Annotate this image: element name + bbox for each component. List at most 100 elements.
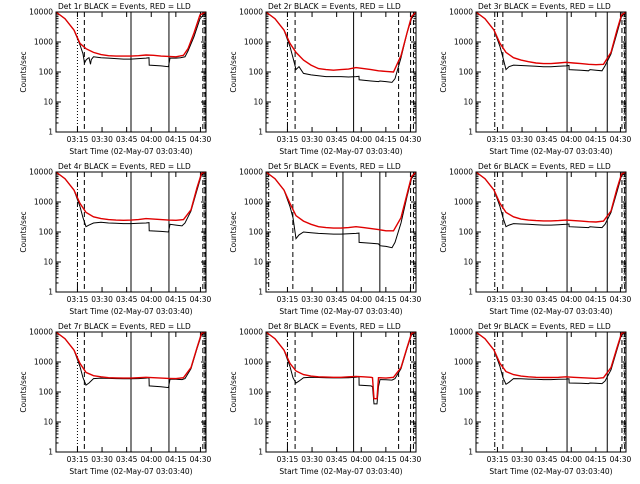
x-tick-label: 03:15	[67, 135, 89, 144]
chart-panel-3: Det 3r BLACK = Events, RED = LLD Counts/s…	[439, 2, 631, 156]
y-tick-label: 10000	[29, 168, 53, 177]
y-tick-label: 1000	[244, 38, 263, 47]
x-tick-label: 04:00	[560, 455, 582, 464]
x-tick-label: 03:15	[487, 295, 509, 304]
y-axis-label: Counts/sec	[229, 51, 238, 92]
y-axis-label: Counts/sec	[439, 211, 448, 252]
x-tick-label: 03:30	[511, 135, 533, 144]
y-tick-label: 1000	[454, 198, 473, 207]
x-tick-label: 04:30	[610, 135, 632, 144]
lld-series-line	[265, 331, 417, 400]
y-tick-label: 10	[463, 258, 473, 267]
events-series-line	[55, 11, 207, 68]
events-series-line	[475, 11, 627, 72]
x-tick-label: 04:30	[400, 295, 422, 304]
plot-frame	[55, 171, 207, 293]
y-tick-label: 10	[463, 418, 473, 427]
x-tick-label: 04:30	[400, 455, 422, 464]
chart-panel-4: Det 4r BLACK = Events, RED = LLD Counts/s…	[19, 162, 211, 316]
x-tick-label: 03:15	[277, 455, 299, 464]
events-series-line	[475, 331, 627, 386]
x-tick-label: 04:00	[560, 295, 582, 304]
y-tick-label: 100	[249, 68, 264, 77]
y-tick-label: 10000	[449, 8, 473, 17]
x-axis-label: Start Time (02-May-07 03:03:40)	[279, 147, 402, 156]
x-tick-label: 03:15	[277, 295, 299, 304]
chart-title: Det 5r BLACK = Events, RED = LLD	[268, 162, 401, 171]
chart-title: Det 8r BLACK = Events, RED = LLD	[268, 322, 401, 331]
plot-frame	[55, 11, 207, 133]
lld-series-line	[265, 171, 417, 232]
x-tick-label: 03:30	[91, 455, 113, 464]
y-tick-label: 1000	[244, 198, 263, 207]
chart-panel-9: Det 9r BLACK = Events, RED = LLD Counts/s…	[439, 322, 631, 476]
x-tick-label: 04:00	[560, 135, 582, 144]
y-tick-label: 1	[258, 448, 263, 457]
x-tick-label: 03:15	[487, 135, 509, 144]
plot-frame	[265, 11, 417, 133]
y-tick-label: 10	[43, 258, 53, 267]
lld-series-line	[475, 11, 627, 66]
x-tick-label: 04:30	[400, 135, 422, 144]
x-tick-label: 03:30	[91, 295, 113, 304]
x-tick-label: 03:45	[536, 135, 558, 144]
x-tick-label: 03:45	[326, 455, 348, 464]
x-tick-label: 04:15	[165, 295, 187, 304]
x-tick-label: 03:45	[536, 455, 558, 464]
y-tick-label: 10000	[239, 8, 263, 17]
x-tick-label: 03:45	[116, 135, 138, 144]
y-tick-label: 10	[253, 98, 263, 107]
y-axis-label: Counts/sec	[229, 371, 238, 412]
lld-series-line	[55, 331, 207, 380]
y-tick-label: 1	[258, 128, 263, 137]
y-tick-label: 10000	[449, 168, 473, 177]
lld-series-line	[55, 11, 207, 58]
y-tick-label: 1	[48, 128, 53, 137]
x-axis-label: Start Time (02-May-07 03:03:40)	[69, 147, 192, 156]
y-tick-label: 10000	[29, 8, 53, 17]
events-series-line	[265, 171, 417, 249]
x-tick-label: 04:30	[190, 295, 212, 304]
y-tick-label: 100	[249, 388, 264, 397]
x-tick-label: 04:00	[140, 455, 162, 464]
y-tick-label: 100	[459, 388, 474, 397]
chart-title: Det 6r BLACK = Events, RED = LLD	[478, 162, 611, 171]
y-tick-label: 1000	[454, 358, 473, 367]
y-tick-label: 1	[48, 288, 53, 297]
y-tick-label: 100	[39, 388, 54, 397]
lld-series-line	[475, 171, 627, 223]
x-tick-label: 03:45	[536, 295, 558, 304]
x-tick-label: 04:30	[610, 295, 632, 304]
x-tick-label: 04:00	[140, 295, 162, 304]
x-tick-label: 03:30	[301, 295, 323, 304]
x-tick-label: 04:00	[140, 135, 162, 144]
x-tick-label: 03:30	[91, 135, 113, 144]
events-series-line	[475, 171, 627, 229]
y-tick-label: 1000	[34, 198, 53, 207]
x-axis-label: Start Time (02-May-07 03:03:40)	[489, 307, 612, 316]
x-tick-label: 04:15	[375, 135, 397, 144]
x-tick-label: 04:15	[375, 455, 397, 464]
y-axis-label: Counts/sec	[439, 51, 448, 92]
y-tick-label: 1000	[244, 358, 263, 367]
x-tick-label: 04:30	[190, 455, 212, 464]
x-axis-label: Start Time (02-May-07 03:03:40)	[279, 467, 402, 476]
events-series-line	[55, 171, 207, 233]
x-tick-label: 03:30	[511, 455, 533, 464]
x-tick-label: 04:15	[165, 135, 187, 144]
y-tick-label: 10000	[29, 328, 53, 337]
chart-panel-1: Det 1r BLACK = Events, RED = LLD Counts/s…	[19, 2, 211, 156]
chart-panel-5: Det 5r BLACK = Events, RED = LLD Counts/s…	[229, 162, 421, 316]
chart-panel-8: Det 8r BLACK = Events, RED = LLD Counts/s…	[229, 322, 421, 476]
x-tick-label: 04:15	[375, 295, 397, 304]
chart-title: Det 7r BLACK = Events, RED = LLD	[58, 322, 191, 331]
x-tick-label: 03:30	[301, 135, 323, 144]
x-axis-label: Start Time (02-May-07 03:03:40)	[489, 467, 612, 476]
lld-series-line	[265, 11, 417, 73]
y-tick-label: 1	[468, 288, 473, 297]
chart-panel-7: Det 7r BLACK = Events, RED = LLD Counts/s…	[19, 322, 211, 476]
chart-title: Det 2r BLACK = Events, RED = LLD	[268, 2, 401, 11]
x-tick-label: 03:15	[487, 455, 509, 464]
x-tick-label: 04:15	[585, 295, 607, 304]
